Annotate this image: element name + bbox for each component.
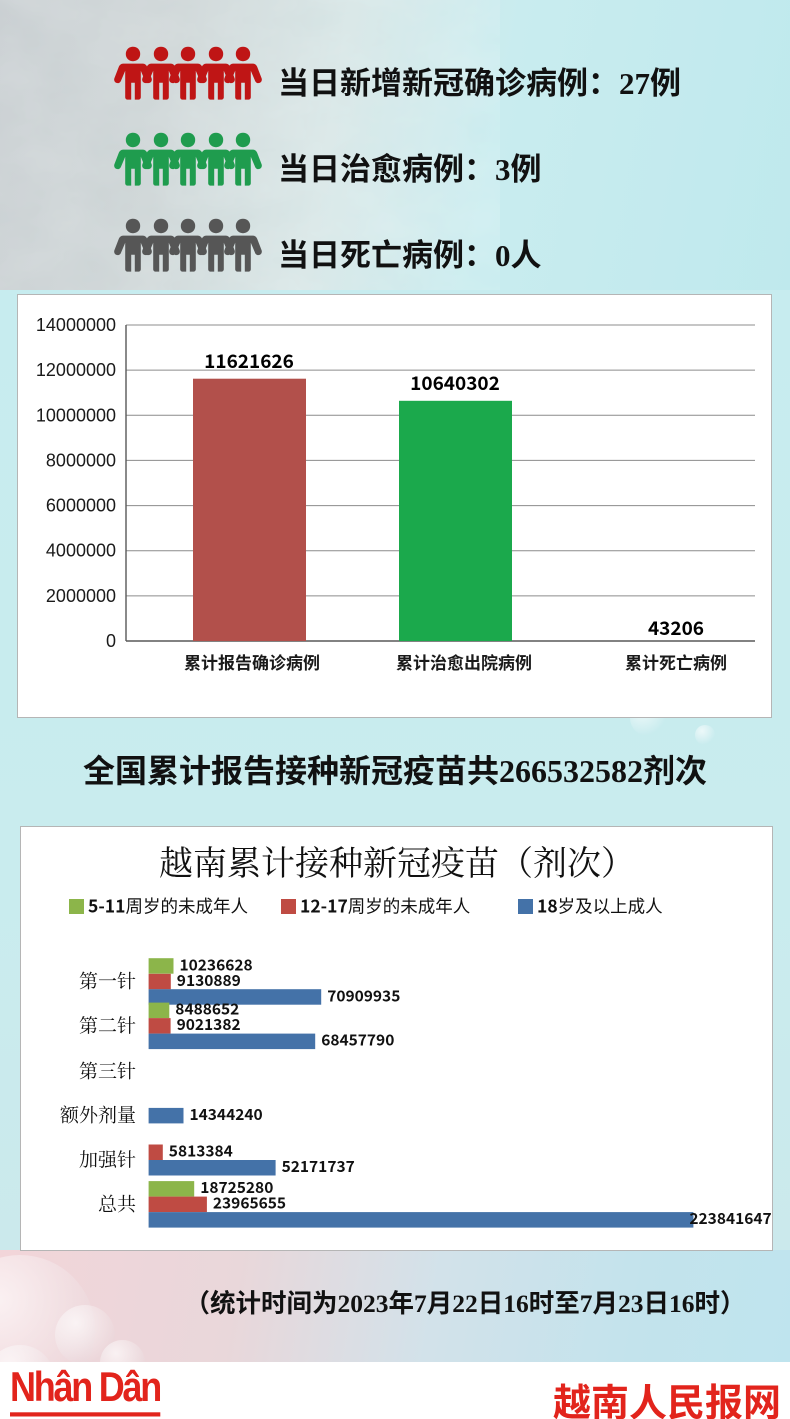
svg-text:8000000: 8000000: [46, 450, 116, 470]
svg-text:5-11周岁的未成年人: 5-11周岁的未成年人: [88, 894, 248, 919]
svg-text:总共: 总共: [98, 1189, 136, 1216]
svg-text:70909935: 70909935: [327, 984, 400, 1006]
svg-text:5813384: 5813384: [169, 1140, 233, 1162]
svg-text:52171737: 52171737: [282, 1155, 355, 1177]
svg-text:14344240: 14344240: [190, 1103, 263, 1125]
svg-text:第一针: 第一针: [79, 967, 136, 994]
svg-text:额外剂量: 额外剂量: [60, 1101, 136, 1128]
svg-text:12000000: 12000000: [36, 360, 116, 380]
svg-text:累计报告确诊病例: 累计报告确诊病例: [184, 649, 320, 674]
svg-text:6000000: 6000000: [46, 496, 116, 516]
svg-text:越南累计接种新冠疫苗（剂次）: 越南累计接种新冠疫苗（剂次）: [159, 836, 635, 885]
svg-text:加强针: 加强针: [79, 1145, 136, 1172]
svg-text:12-17周岁的未成年人: 12-17周岁的未成年人: [300, 894, 470, 919]
svg-text:14000000: 14000000: [36, 315, 116, 335]
svg-text:9130889: 9130889: [177, 969, 241, 991]
svg-text:223841647: 223841647: [689, 1207, 771, 1229]
svg-text:43206: 43206: [648, 614, 704, 641]
svg-text:68457790: 68457790: [321, 1029, 394, 1051]
svg-text:第二针: 第二针: [79, 1011, 136, 1038]
svg-text:10000000: 10000000: [36, 405, 116, 425]
svg-text:4000000: 4000000: [46, 541, 116, 561]
svg-text:9021382: 9021382: [177, 1013, 241, 1035]
svg-text:累计死亡病例: 累计死亡病例: [625, 649, 727, 674]
svg-text:18岁及以上成人: 18岁及以上成人: [537, 894, 663, 919]
svg-text:0: 0: [106, 631, 116, 651]
svg-text:10640302: 10640302: [410, 369, 500, 396]
svg-text:11621626: 11621626: [204, 347, 294, 374]
svg-text:2000000: 2000000: [46, 586, 116, 606]
svg-text:23965655: 23965655: [213, 1192, 286, 1214]
svg-text:第三针: 第三针: [79, 1056, 136, 1083]
svg-text:累计治愈出院病例: 累计治愈出院病例: [396, 649, 532, 674]
